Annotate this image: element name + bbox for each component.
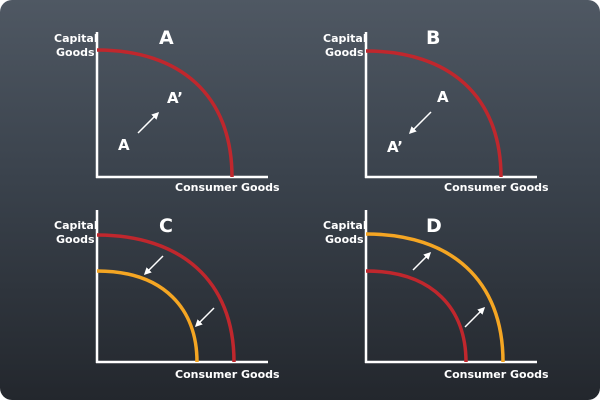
y-axis-label-line2: Goods bbox=[325, 233, 364, 246]
original-ppf-curve bbox=[96, 233, 236, 363]
panel-letter: C bbox=[159, 215, 173, 237]
panel-c: Capital Goods Consumer Goods C bbox=[54, 210, 280, 381]
point-end-label: A’ bbox=[387, 138, 403, 156]
point-start-label: A bbox=[437, 88, 449, 106]
shift-arrow-right bbox=[194, 307, 215, 328]
y-axis-label-line1: Capital bbox=[323, 32, 367, 45]
original-ppf-curve bbox=[365, 49, 503, 178]
new-ppf-curve bbox=[96, 269, 199, 363]
point-end-label: A’ bbox=[167, 89, 183, 107]
x-axis-label: Consumer Goods bbox=[175, 368, 280, 381]
panel-d: Capital Goods Consumer Goods D bbox=[323, 210, 549, 381]
original-ppf-curve bbox=[365, 269, 468, 363]
movement-arrow bbox=[137, 111, 160, 134]
panel-b: Capital Goods Consumer Goods B A A’ bbox=[323, 27, 549, 194]
shift-arrow-right bbox=[464, 306, 486, 328]
x-axis-label: Consumer Goods bbox=[175, 181, 280, 194]
panel-letter: D bbox=[426, 215, 442, 237]
shift-arrow-top bbox=[412, 251, 432, 271]
y-axis-label-line1: Capital bbox=[54, 219, 98, 232]
movement-arrow bbox=[408, 111, 432, 135]
panel-a: Capital Goods Consumer Goods A A A’ bbox=[54, 27, 280, 194]
y-axis-label-line2: Goods bbox=[56, 233, 95, 246]
y-axis-label-line2: Goods bbox=[56, 46, 95, 59]
original-ppf-curve bbox=[96, 48, 234, 178]
panel-letter: A bbox=[159, 27, 174, 49]
new-ppf-curve bbox=[365, 232, 505, 363]
x-axis-label: Consumer Goods bbox=[444, 368, 549, 381]
y-axis-label-line1: Capital bbox=[323, 219, 367, 232]
panel-letter: B bbox=[426, 27, 440, 49]
shift-arrow-top bbox=[143, 255, 164, 276]
y-axis-label-line1: Capital bbox=[54, 32, 98, 45]
x-axis-label: Consumer Goods bbox=[444, 181, 549, 194]
point-start-label: A bbox=[118, 136, 130, 154]
y-axis-label-line2: Goods bbox=[325, 46, 364, 59]
